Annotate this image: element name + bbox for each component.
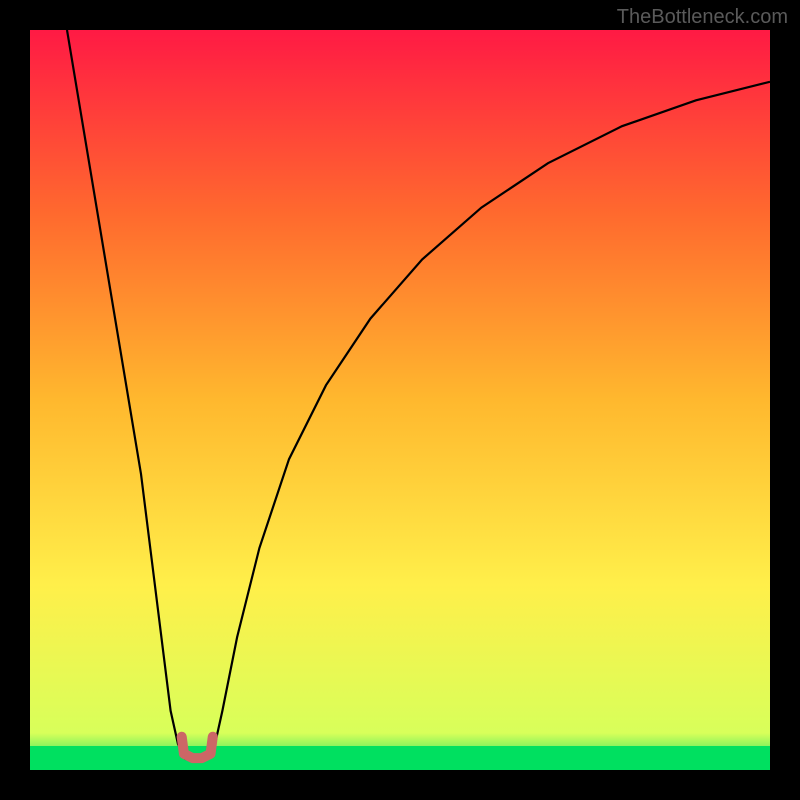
plot-area (30, 30, 770, 770)
valley-marker (182, 737, 213, 758)
plot-svg (30, 30, 770, 770)
main-curve (67, 30, 770, 761)
watermark-text: TheBottleneck.com (617, 6, 788, 29)
